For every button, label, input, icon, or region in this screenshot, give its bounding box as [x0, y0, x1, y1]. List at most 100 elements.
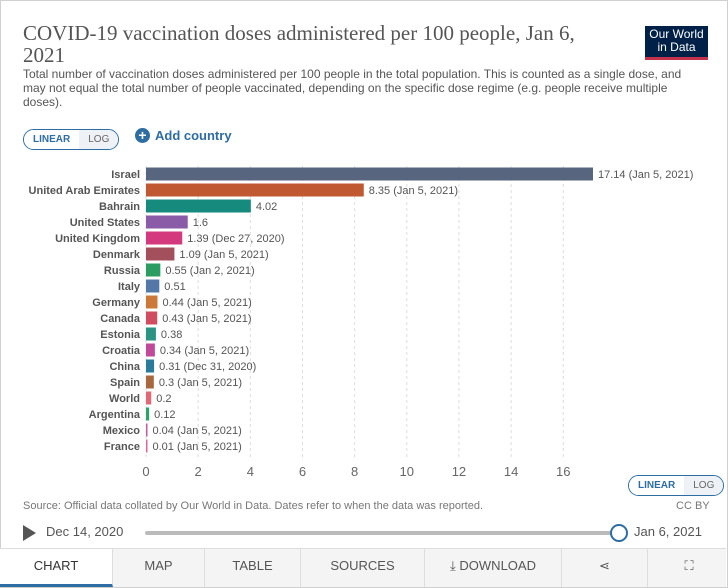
timeline-end-date: Jan 6, 2021 [634, 524, 702, 539]
category-label: Germany [92, 297, 141, 309]
bar [146, 167, 593, 181]
timeline-track[interactable] [145, 531, 619, 535]
chart-bars: Israel 17.14 (Jan 5, 2021) United Arab Emi… [29, 167, 693, 453]
tab-sources[interactable]: SOURCES [301, 549, 425, 587]
license-link[interactable]: CC BY [676, 500, 710, 512]
fullscreen-button[interactable]: ⛶ [648, 549, 728, 587]
value-label: 0.31 (Dec 31, 2020) [159, 361, 256, 373]
category-label: Israel [111, 169, 140, 181]
share-button[interactable]: ⋖ [562, 549, 648, 587]
value-label: 0.55 (Jan 2, 2021) [165, 265, 254, 277]
add-country-button[interactable]: + Add country [135, 128, 232, 143]
fullscreen-icon: ⛶ [684, 558, 694, 573]
x-tick-label: 6 [299, 464, 306, 479]
category-label: Estonia [100, 329, 141, 341]
category-label: Russia [104, 265, 141, 277]
plus-icon: + [135, 128, 150, 143]
value-label: 8.35 (Jan 5, 2021) [369, 185, 458, 197]
x-tick-label: 12 [452, 464, 466, 479]
category-label: United States [70, 217, 140, 229]
bar [146, 279, 160, 293]
bar [146, 375, 154, 389]
tab-download[interactable]: ⤓ DOWNLOAD [425, 549, 562, 587]
timeline-end-handle[interactable] [610, 524, 628, 542]
bar [146, 311, 158, 325]
bar-chart: Israel 17.14 (Jan 5, 2021) United Arab Emi… [29, 166, 693, 479]
category-label: United Kingdom [55, 233, 140, 245]
value-label: 0.51 [164, 281, 185, 293]
value-label: 0.34 (Jan 5, 2021) [160, 345, 249, 357]
bar [146, 423, 148, 437]
value-label: 0.44 (Jan 5, 2021) [162, 297, 251, 309]
download-label: DOWNLOAD [459, 558, 536, 573]
bar [146, 407, 150, 421]
linear-scale-button-bottom[interactable]: LINEAR [629, 476, 685, 495]
linear-scale-button[interactable]: LINEAR [24, 130, 80, 149]
category-label: Spain [110, 377, 140, 389]
bar [146, 247, 175, 261]
category-label: Canada [100, 313, 141, 325]
x-tick-label: 8 [351, 464, 358, 479]
value-label: 1.6 [193, 217, 208, 229]
source-note: Source: Official data collated by Our Wo… [23, 500, 483, 512]
tab-table[interactable]: TABLE [205, 549, 301, 587]
bar [146, 359, 155, 373]
category-label: Italy [118, 281, 141, 293]
value-label: 0.43 (Jan 5, 2021) [162, 313, 251, 325]
play-icon[interactable] [23, 525, 36, 541]
bar [146, 231, 183, 245]
timeline: Dec 14, 2020 Jan 6, 2021 [23, 522, 713, 544]
share-icon: ⋖ [599, 558, 610, 573]
category-label: Croatia [102, 345, 141, 357]
bar [146, 215, 188, 229]
bar [146, 199, 251, 213]
value-label: 0.2 [156, 393, 171, 405]
x-tick-label: 4 [247, 464, 254, 479]
x-tick-label: 0 [142, 464, 149, 479]
logo-line-1: Our World [649, 27, 704, 41]
log-scale-button-bottom[interactable]: LOG [684, 476, 724, 495]
value-label: 4.02 [256, 201, 277, 213]
bar [146, 327, 156, 341]
bar [146, 295, 158, 309]
value-label: 17.14 (Jan 5, 2021) [598, 169, 693, 181]
bar [146, 439, 148, 453]
bar [146, 343, 155, 357]
chart-grid [145, 166, 564, 458]
bar [146, 263, 161, 277]
chart-title: COVID-19 vaccination doses administered … [23, 21, 575, 67]
value-label: 0.01 (Jan 5, 2021) [153, 441, 242, 453]
value-label: 1.39 (Dec 27, 2020) [187, 233, 284, 245]
add-country-label: Add country [155, 128, 232, 143]
category-label: China [109, 361, 140, 373]
owid-logo[interactable]: Our World in Data [645, 26, 708, 60]
chart-subtitle: Total number of vaccination doses admini… [23, 67, 682, 109]
category-label: Argentina [89, 409, 141, 421]
category-label: Denmark [93, 249, 141, 261]
category-label: France [104, 441, 140, 453]
x-tick-label: 16 [556, 464, 570, 479]
tab-map[interactable]: MAP [113, 549, 205, 587]
bar [146, 391, 152, 405]
tab-chart[interactable]: CHART [0, 549, 113, 587]
value-label: 0.12 [154, 409, 175, 421]
logo-line-2: in Data [657, 40, 696, 54]
tab-bar: CHART MAP TABLE SOURCES ⤓ DOWNLOAD ⋖ ⛶ [0, 548, 726, 587]
value-label: 0.38 [161, 329, 182, 341]
x-tick-label: 14 [504, 464, 518, 479]
value-label: 0.3 (Jan 5, 2021) [159, 377, 242, 389]
log-scale-button[interactable]: LOG [79, 130, 119, 149]
category-label: Bahrain [99, 201, 140, 213]
value-label: 1.09 (Jan 5, 2021) [179, 249, 268, 261]
bar [146, 183, 364, 197]
x-tick-label: 10 [400, 464, 414, 479]
category-label: World [109, 393, 140, 405]
category-label: Mexico [103, 425, 141, 437]
download-icon: ⤓ [450, 558, 456, 573]
chart-x-ticks: 0 2 4 6 8 10 12 14 16 [142, 464, 570, 479]
category-label: United Arab Emirates [29, 185, 140, 197]
x-tick-label: 2 [195, 464, 202, 479]
scale-toggle-bottom[interactable]: LINEAR LOG [628, 475, 725, 496]
timeline-start-date: Dec 14, 2020 [46, 524, 124, 539]
scale-toggle-top[interactable]: LINEAR LOG [23, 129, 120, 150]
